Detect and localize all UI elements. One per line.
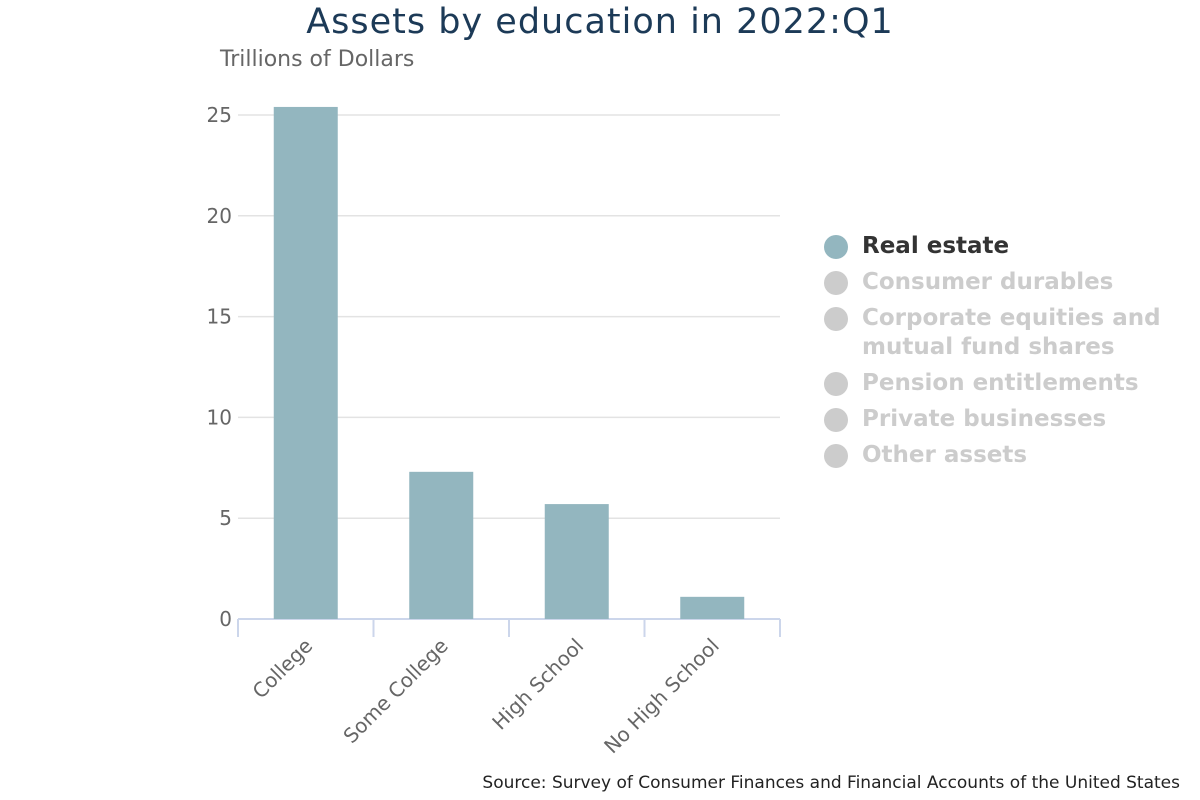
- legend-label: Real estate: [862, 233, 1010, 259]
- legend-label: Private businesses: [862, 406, 1107, 432]
- legend-label: Consumer durables: [862, 269, 1114, 295]
- legend-marker-icon: [824, 408, 848, 432]
- y-tick-label: 10: [207, 405, 232, 429]
- chart-legend: Real estate Consumer durables Corporate eq…: [824, 232, 1184, 477]
- legend-marker-icon: [824, 271, 848, 295]
- legend-item[interactable]: Other assets: [824, 441, 1184, 470]
- y-tick-label: 25: [207, 103, 232, 127]
- legend-item[interactable]: Pension entitlements: [824, 369, 1184, 398]
- chart-title: Assets by education in 2022:Q1: [306, 2, 894, 42]
- legend-label: Pension entitlements: [862, 370, 1139, 396]
- x-tick-label: College: [248, 634, 318, 704]
- legend-marker-icon: [824, 307, 848, 331]
- y-tick-label: 0: [219, 607, 232, 631]
- x-tick-label: High School: [487, 634, 588, 735]
- legend-label: Other assets: [862, 442, 1028, 468]
- legend-marker-icon: [824, 372, 848, 396]
- legend-marker-icon: [824, 444, 848, 468]
- bar-no-high-school: [680, 596, 745, 619]
- legend-item[interactable]: Real estate: [824, 232, 1184, 261]
- source-note: Source: Survey of Consumer Finances and …: [482, 773, 1180, 793]
- bar-high-school: [544, 504, 609, 619]
- legend-marker-icon: [824, 235, 848, 259]
- bar-college: [273, 106, 338, 620]
- y-tick-label: 5: [219, 506, 232, 530]
- legend-item[interactable]: Private businesses: [824, 405, 1184, 434]
- x-tick-label: Some College: [338, 634, 452, 748]
- y-tick-label: 15: [207, 305, 232, 329]
- legend-label: Corporate equities and mutual fund share…: [862, 305, 1161, 360]
- y-tick-label: 20: [207, 204, 232, 228]
- x-tick-label: No High School: [599, 634, 724, 759]
- bar-some-college: [409, 471, 474, 619]
- legend-item[interactable]: Corporate equities and mutual fund share…: [824, 304, 1184, 362]
- legend-item[interactable]: Consumer durables: [824, 268, 1184, 297]
- y-axis-label: Trillions of Dollars: [220, 47, 415, 72]
